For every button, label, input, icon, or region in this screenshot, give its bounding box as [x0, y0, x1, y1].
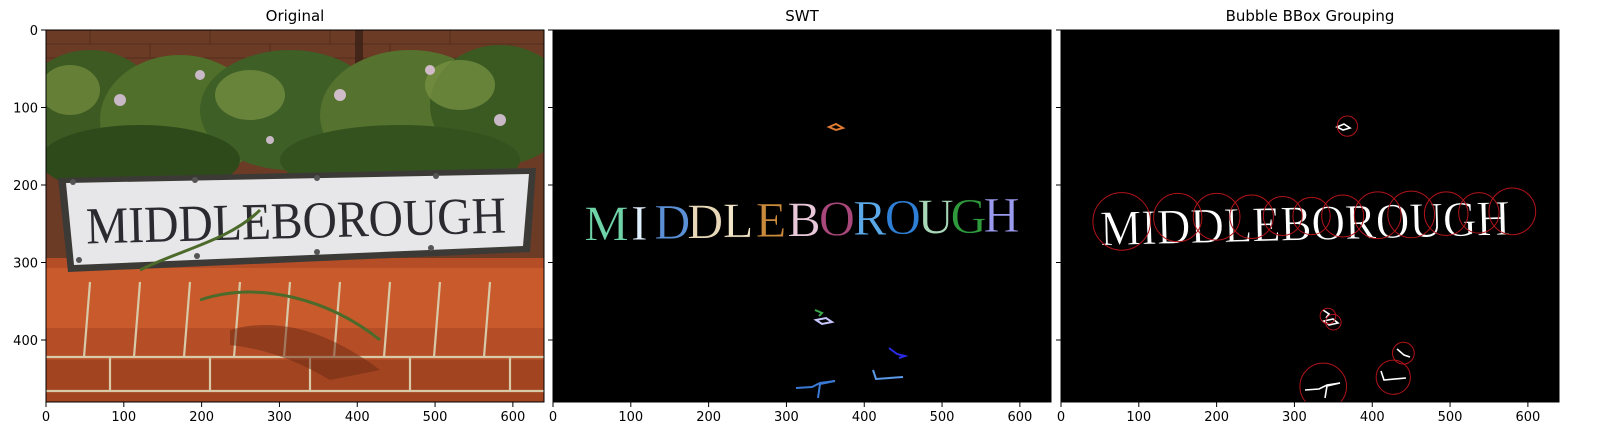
x-tick-label: 100 — [111, 410, 136, 425]
x-tick-label: 200 — [189, 410, 214, 425]
panel-bubble: Bubble BBox Grouping MIDDLEBOROUGH — [1060, 7, 1560, 403]
bubble-circle — [1192, 192, 1241, 241]
street-sign: MIDDLEBOROUGH — [58, 168, 536, 272]
bubble-circle — [1423, 191, 1469, 236]
swt-letter: O — [819, 190, 855, 246]
bubble-image: MIDDLEBOROUGH — [1061, 30, 1559, 402]
swt-image: M I DD L E BOROUGH — [553, 30, 1051, 402]
bubble-circle — [1092, 192, 1151, 251]
bubble-fragments — [1304, 123, 1411, 399]
x-tick-label: 300 — [774, 410, 799, 425]
x-tick-label: 600 — [1515, 410, 1540, 425]
swt-letter: B — [787, 191, 820, 247]
x-tick-label: 600 — [1007, 410, 1032, 425]
y-tick-label: 400 — [13, 334, 38, 349]
y-tick-label: 100 — [13, 102, 38, 117]
swt-letter: U — [918, 188, 954, 244]
x-tick-label: 0 — [42, 410, 50, 425]
x-tick-label: 300 — [267, 410, 292, 425]
x-tick-label: 400 — [345, 410, 370, 425]
x-tick-label: 600 — [500, 410, 525, 425]
swt-letters: M I DD L E BOROUGH — [584, 186, 1020, 251]
y-tick-label: 200 — [13, 179, 38, 194]
panel-swt: SWT M I DD L E BOROUGH — [552, 7, 1052, 403]
bubble-sign-text: MIDDLEBOROUGH — [1099, 190, 1510, 257]
x-tick-label: 400 — [852, 410, 877, 425]
bubble-circle — [1321, 194, 1365, 238]
x-tick-label: 200 — [1204, 410, 1229, 425]
swt-letter: D — [654, 194, 690, 250]
x-tick-label: 0 — [549, 410, 557, 425]
bubble-circle — [1458, 192, 1500, 234]
bubble-circle — [1488, 187, 1537, 236]
bubble-circle — [1292, 196, 1331, 236]
bubble-circle — [1387, 190, 1435, 239]
x-tick-label: 400 — [1360, 410, 1385, 425]
swt-letter: G — [951, 187, 987, 243]
x-tick-label: 100 — [1126, 410, 1151, 425]
swt-letter: H — [983, 187, 1019, 243]
bubble-circle — [1336, 115, 1358, 137]
bubble-circle — [1391, 341, 1415, 365]
bubble-circle — [1325, 313, 1342, 331]
x-tick-label: 500 — [1438, 410, 1463, 425]
bubble-circles — [1092, 115, 1537, 402]
x-tick-label: 0 — [1057, 410, 1065, 425]
foliage — [46, 45, 544, 195]
x-tick-label: 300 — [1282, 410, 1307, 425]
bubble-circle — [1299, 362, 1348, 402]
swt-letter: M — [584, 195, 628, 251]
panel-title: Bubble BBox Grouping — [1226, 7, 1395, 25]
swt-letter: D — [687, 193, 723, 249]
x-tick-label: 500 — [423, 410, 448, 425]
panel-original: Original — [45, 7, 545, 403]
swt-fragments — [795, 122, 909, 399]
original-photo: MIDDLEBOROUGH — [46, 30, 544, 402]
bubble-circle — [1229, 194, 1274, 240]
swt-letter: I — [631, 194, 648, 250]
bubble-circle — [1153, 192, 1203, 243]
swt-letter: L — [723, 192, 754, 248]
bubble-circle — [1353, 191, 1402, 240]
swt-letter: E — [756, 192, 787, 248]
bubble-circle — [1262, 196, 1303, 236]
swt-letter: O — [885, 189, 921, 245]
swt-letter: R — [853, 189, 887, 245]
x-tick-label: 100 — [618, 410, 643, 425]
sign-text: MIDDLEBOROUGH — [85, 188, 506, 256]
axes-ticks: 0 100 200 300 400 500 600 0 100 200 300 400 0 100 200 3… — [13, 24, 1540, 425]
bubble-circle — [1319, 307, 1337, 325]
y-tick-label: 0 — [30, 24, 38, 39]
panel-title: Original — [266, 7, 325, 25]
panel-title: SWT — [785, 7, 819, 25]
x-tick-label: 200 — [696, 410, 721, 425]
y-tick-label: 300 — [13, 257, 38, 272]
x-tick-label: 500 — [930, 410, 955, 425]
bubble-circle — [1375, 359, 1411, 395]
brick-wall — [46, 258, 544, 402]
